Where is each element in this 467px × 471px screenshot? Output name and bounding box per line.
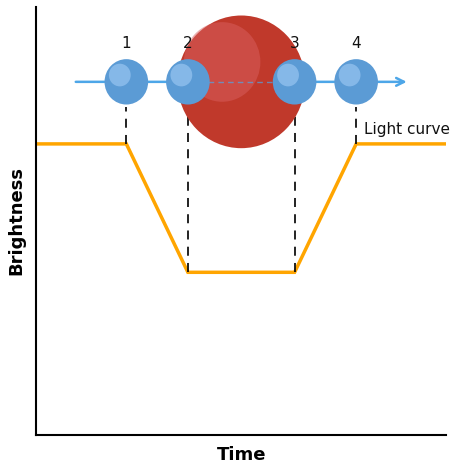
Text: 3: 3: [290, 36, 299, 50]
Text: 2: 2: [183, 36, 193, 50]
Ellipse shape: [277, 64, 299, 86]
Text: Light curve: Light curve: [364, 122, 450, 138]
Ellipse shape: [177, 16, 305, 148]
X-axis label: Time: Time: [217, 446, 266, 464]
Ellipse shape: [184, 22, 261, 102]
Text: 1: 1: [121, 36, 131, 50]
Ellipse shape: [170, 64, 192, 86]
Ellipse shape: [334, 59, 378, 105]
Ellipse shape: [105, 59, 148, 105]
Y-axis label: Brightness: Brightness: [7, 166, 25, 276]
Ellipse shape: [109, 64, 131, 86]
Ellipse shape: [273, 59, 317, 105]
Text: 4: 4: [351, 36, 361, 50]
Ellipse shape: [339, 64, 361, 86]
Ellipse shape: [166, 59, 210, 105]
